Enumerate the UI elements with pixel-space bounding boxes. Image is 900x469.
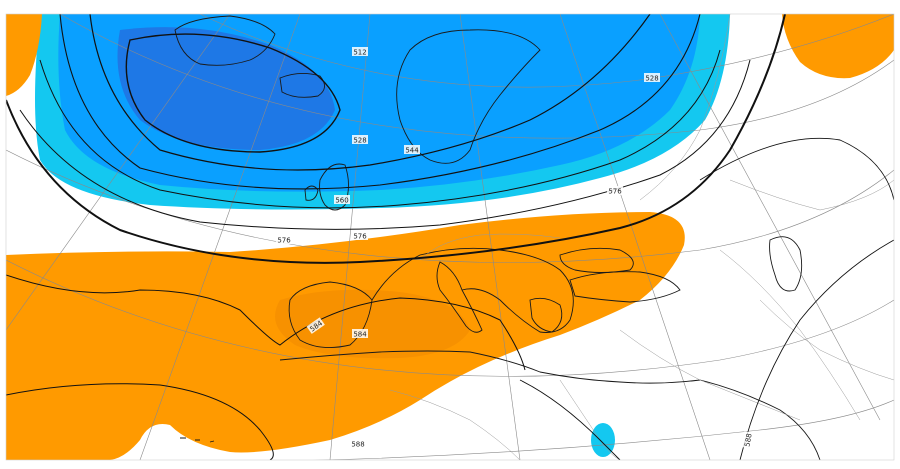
coast-north-africa [279, 350, 701, 384]
contour-label: 584 [352, 329, 368, 339]
coast-greenland [174, 15, 276, 66]
contour-label-text: 576 [353, 233, 367, 241]
warm-anomaly-ne-corner [782, 14, 894, 79]
isohypse-544 [59, 14, 701, 190]
contour-label-text: 544 [405, 147, 419, 155]
contour-label-text: 528 [353, 137, 366, 145]
contour-label-text: 588 [743, 433, 753, 448]
isohypse-contours [6, 14, 894, 460]
isohypse-east [739, 239, 894, 460]
isohypse-552 [39, 49, 721, 209]
isohypse-592 [699, 137, 894, 201]
coast-ireland [304, 185, 319, 201]
isohypse-576-thick [6, 14, 786, 264]
graticule-lines [6, 14, 894, 460]
cold-anomaly-region [35, 14, 730, 457]
warm-anomaly-core [275, 289, 470, 359]
contour-label-text: 512 [353, 49, 366, 57]
contour-label-text: 576 [608, 188, 622, 196]
contour-label-text: 560 [335, 197, 348, 205]
coast-italy [436, 261, 483, 333]
coast-black-sea [559, 247, 634, 273]
isohypse-528 [89, 14, 651, 171]
coast-british-isles [319, 163, 349, 211]
coast-iberia [288, 281, 373, 349]
coast-canaries [180, 437, 215, 443]
warm-anomaly-region [6, 14, 894, 460]
contour-label: 560 [334, 195, 350, 205]
contour-label: 576 [276, 235, 292, 245]
contour-label-text: 528 [645, 75, 658, 83]
contour-label-text: 584 [353, 331, 367, 339]
coast-arabia [699, 379, 821, 460]
contour-label: 588 [741, 431, 754, 449]
contour-label-text: 576 [277, 237, 291, 245]
coast-greece [529, 297, 563, 333]
coast-scandinavia [396, 29, 541, 164]
coast-europe [371, 247, 574, 333]
isohypse-560 [19, 59, 751, 230]
isohypse-588 [6, 383, 274, 460]
isohypse-512 [125, 33, 341, 153]
isohypse-584 [6, 274, 526, 371]
contour-label-text: 588 [351, 441, 364, 449]
contour-label: 576 [352, 231, 368, 241]
coastlines [174, 15, 821, 460]
map-frame-border [5, 13, 895, 461]
country-borders [389, 14, 894, 460]
contour-label: 544 [404, 145, 420, 155]
contour-label: 528 [352, 135, 368, 145]
isohypse-588-east [519, 379, 621, 460]
coast-caspian [769, 236, 803, 292]
coast-iceland [279, 73, 325, 98]
contour-label: 576 [607, 186, 623, 196]
contour-label: 528 [644, 73, 660, 83]
contour-label: 588 [350, 439, 366, 449]
warm-anomaly-nw-corner [6, 14, 42, 96]
contour-label: 512 [352, 47, 368, 57]
